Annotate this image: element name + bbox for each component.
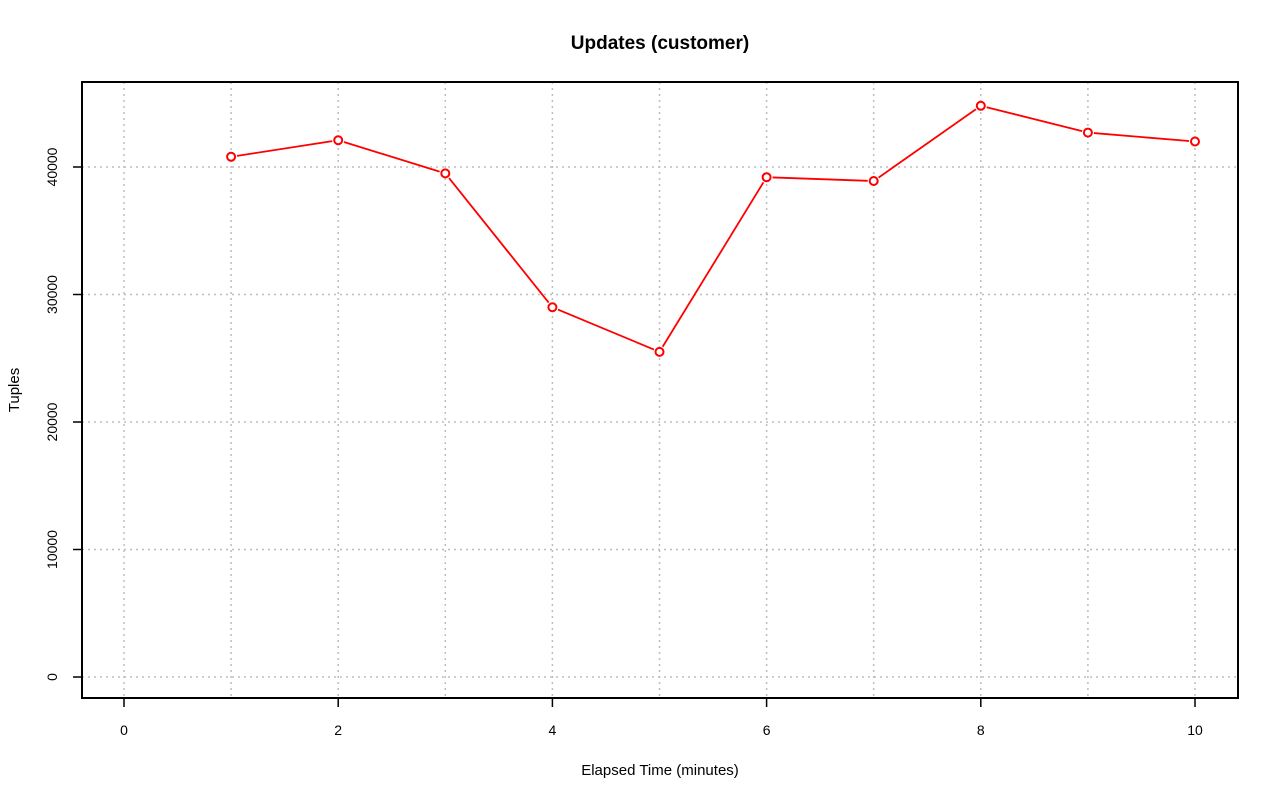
x-tick-label: 2 bbox=[334, 722, 342, 738]
y-tick-label: 30000 bbox=[44, 275, 60, 314]
series-line-segment bbox=[772, 176, 868, 182]
y-tick-label: 40000 bbox=[44, 147, 60, 186]
x-tick-label: 0 bbox=[120, 722, 128, 738]
data-point bbox=[654, 346, 665, 357]
x-axis-label: Elapsed Time (minutes) bbox=[581, 762, 739, 779]
x-tick-label: 10 bbox=[1187, 722, 1203, 738]
series-line-segment bbox=[236, 140, 333, 157]
data-point bbox=[975, 100, 986, 111]
series-line-segment bbox=[557, 308, 655, 351]
data-point bbox=[761, 172, 772, 183]
y-axis-label: Tuples bbox=[6, 368, 23, 412]
series-line-segment bbox=[448, 177, 550, 304]
y-axis: 0 10000 20000 30000 40000 bbox=[44, 147, 82, 681]
chart-title: Updates (customer) bbox=[571, 33, 749, 54]
series-layer bbox=[226, 100, 1200, 357]
x-tick-label: 8 bbox=[977, 722, 985, 738]
series-line-segment bbox=[343, 141, 440, 173]
grid-layer bbox=[82, 82, 1238, 698]
x-tick-label: 4 bbox=[549, 722, 557, 738]
y-tick-label: 0 bbox=[44, 673, 60, 681]
y-tick-label: 10000 bbox=[44, 530, 60, 569]
data-point bbox=[440, 168, 451, 179]
data-point bbox=[1190, 136, 1200, 147]
x-axis: 0 2 4 6 8 10 bbox=[120, 698, 1203, 738]
data-point bbox=[333, 135, 344, 146]
series-line-segment bbox=[986, 106, 1083, 132]
data-point bbox=[226, 151, 237, 162]
series-line-segment bbox=[1093, 132, 1190, 142]
series-line-segment bbox=[878, 108, 977, 179]
data-point bbox=[547, 302, 558, 313]
y-tick-label: 20000 bbox=[44, 402, 60, 441]
data-point bbox=[1082, 127, 1093, 138]
plot-frame bbox=[81, 81, 1239, 699]
series-line-segment bbox=[661, 181, 765, 348]
data-point bbox=[868, 176, 879, 187]
x-tick-label: 6 bbox=[763, 722, 771, 738]
